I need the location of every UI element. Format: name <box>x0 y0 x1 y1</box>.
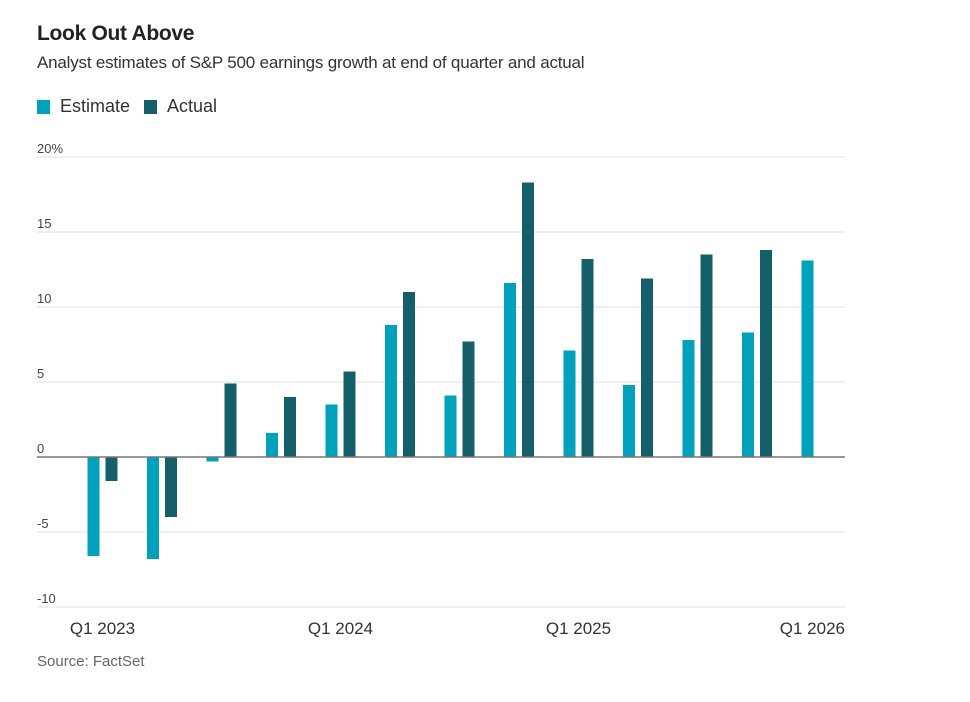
x-tick-label: Q1 2026 <box>780 619 845 638</box>
bar-estimate-q4-2025 <box>742 332 754 457</box>
bar-estimate-q1-2026 <box>801 260 814 457</box>
bar-actual-q1-2025 <box>581 259 594 457</box>
y-tick-label: 10 <box>37 291 51 306</box>
y-tick-label: 0 <box>37 441 44 456</box>
legend-label-estimate: Estimate <box>60 96 131 116</box>
x-axis-ticks: Q1 2023 Q1 2024 Q1 2025 Q1 2026 <box>70 619 845 638</box>
bar-actual-q4-2024 <box>522 182 534 457</box>
bar-actual-q2-2023 <box>165 457 177 517</box>
legend-item-estimate: Estimate <box>37 96 130 117</box>
bar-estimate-q1-2023 <box>87 457 100 556</box>
bar-estimate-q4-2023 <box>266 433 278 457</box>
bar-actual-q1-2023 <box>105 457 118 481</box>
bar-actual-q3-2024 <box>462 341 475 457</box>
bar-actual-q1-2024 <box>343 371 356 457</box>
bar-estimate-q1-2024 <box>325 404 338 457</box>
chart-title: Look Out Above <box>37 22 195 45</box>
bar-estimate-q3-2025 <box>682 340 695 457</box>
bars <box>87 182 814 559</box>
bar-estimate-q2-2024 <box>385 325 397 457</box>
x-tick-label: Q1 2025 <box>546 619 611 638</box>
x-tick-label: Q1 2023 <box>70 619 135 638</box>
bar-estimate-q4-2024 <box>504 283 516 457</box>
y-axis-ticks: 20% 15 10 5 0 -5 -10 <box>37 141 63 606</box>
bar-actual-q2-2024 <box>403 292 415 457</box>
x-tick-label: Q1 2024 <box>308 619 373 638</box>
bar-actual-q3-2023 <box>224 383 237 457</box>
legend-item-actual: Actual <box>144 96 217 117</box>
legend: Estimate Actual <box>37 96 231 117</box>
legend-label-actual: Actual <box>167 96 218 116</box>
chart-subtitle: Analyst estimates of S&P 500 earnings gr… <box>37 53 585 72</box>
source-note: Source: FactSet <box>37 653 145 670</box>
bar-estimate-q2-2025 <box>623 385 635 457</box>
bar-actual-q2-2025 <box>641 278 653 457</box>
y-tick-label: 15 <box>37 216 51 231</box>
y-tick-label: 5 <box>37 366 44 381</box>
bar-estimate-q2-2023 <box>147 457 159 559</box>
legend-swatch-estimate <box>37 99 50 114</box>
bar-actual-q3-2025 <box>700 254 713 457</box>
bar-estimate-q3-2024 <box>444 395 457 457</box>
bar-actual-q4-2025 <box>760 250 772 457</box>
bar-actual-q4-2023 <box>284 397 296 457</box>
y-tick-label: 20% <box>37 141 63 156</box>
y-tick-label: -5 <box>37 516 49 531</box>
y-tick-label: -10 <box>37 591 56 606</box>
bar-estimate-q1-2025 <box>563 350 576 457</box>
bar-estimate-q3-2023 <box>206 457 219 462</box>
legend-swatch-actual <box>144 99 158 114</box>
